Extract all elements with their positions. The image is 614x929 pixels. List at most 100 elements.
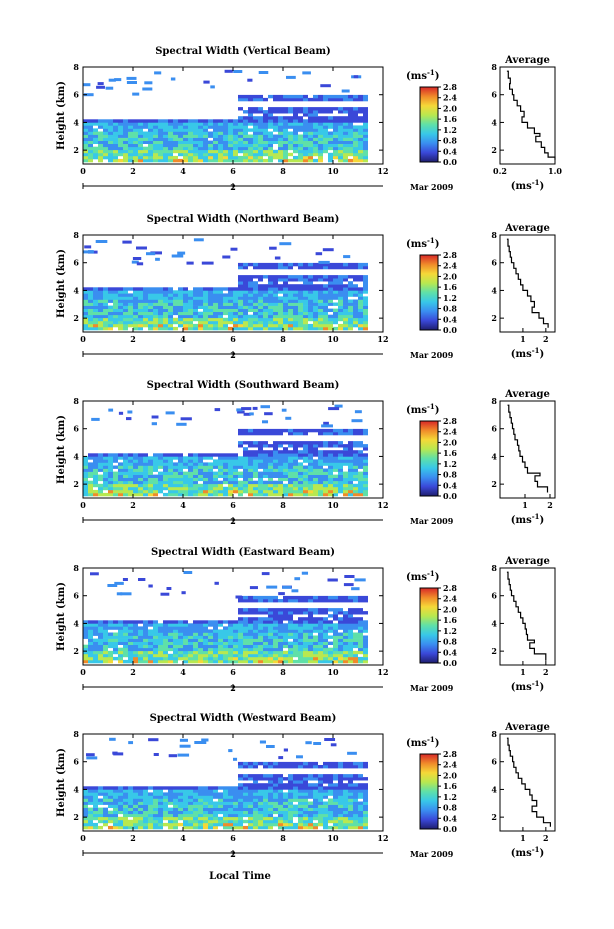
heatmap-cell [148,122,153,126]
heatmap-cell [233,155,238,160]
heatmap-cell [83,819,88,824]
heatmap-cell [177,753,190,757]
heatmap-cell [358,611,363,615]
heatmap-cell [273,110,278,114]
heatmap-cell [278,450,283,454]
heatmap-cell [283,158,288,163]
heatmap-cell [113,623,118,627]
x-tick-label: 8 [280,500,286,510]
heatmap-cell [88,801,93,805]
heatmap-cell [88,810,93,815]
heatmap-cell [353,450,358,454]
heatmap-cell [293,626,298,630]
heatmap-cell [328,143,333,148]
heatmap-cell [178,305,183,309]
heatmap-cell [318,143,323,148]
heatmap-cell [268,94,273,99]
heatmap-cell [318,644,323,649]
heatmap-cell [243,468,248,472]
heatmap-cell [143,629,148,633]
heatmap-cell [173,810,178,815]
heatmap-cell [153,822,158,827]
heatmap-cell [178,128,183,132]
heatmap-cell [353,143,358,148]
heatmap-cell [308,308,313,312]
heatmap-cell [358,595,363,600]
heatmap-cell [308,450,313,454]
heatmap-cell [178,816,183,821]
heatmap-cell [123,302,128,306]
heatmap-cell [313,137,318,141]
heatmap-cell [258,317,263,322]
heatmap-cell [358,471,363,475]
heatmap-cell [158,480,163,485]
heatmap-cell [313,152,318,157]
heatmap-cell [233,810,238,815]
heatmap-cell [343,125,348,129]
heatmap-cell [268,323,273,328]
heatmap-cell [153,137,158,141]
heatmap-cell [123,659,128,664]
heatmap-cell [183,626,188,630]
heatmap-cell [248,647,253,652]
heatmap-cell [258,804,263,808]
heatmap-cell [258,653,263,658]
heatmap-cell [288,611,293,615]
heatmap-cell [183,134,188,138]
heatmap-cell [208,146,213,151]
heatmap-cell [358,480,363,485]
heatmap-cell [318,480,323,485]
heatmap-cell [333,431,338,436]
heatmap-cell [143,140,148,144]
heatmap-cell [193,638,198,642]
heatmap-cell [238,789,243,793]
heatmap-cell [223,326,228,331]
heatmap-cell [333,792,338,796]
heatmap-cell [83,134,88,138]
heatmap-cell [286,75,296,79]
heatmap-cell [318,308,323,312]
heatmap-cell [353,635,358,639]
heatmap-cell [318,431,323,436]
heatmap-cell [193,308,198,312]
heatmap-cell [273,617,278,621]
heatmap-cell [158,644,163,649]
heatmap-cell [330,743,337,747]
heatmap-cell [293,786,298,790]
heatmap-cell [268,608,273,612]
heatmap-cell [248,128,253,132]
heatmap-cell [323,761,328,766]
heatmap-cell [142,87,153,91]
heatmap-cell [273,780,278,784]
heatmap-cell [153,152,158,157]
heatmap-cell [363,119,368,123]
heatmap-cell [243,644,248,649]
heatmap-cell [248,810,253,815]
heatmap-cell [97,82,104,86]
heatmap-cell [153,792,158,796]
heatmap-cell [348,647,353,652]
heatmap-cell [258,489,263,494]
heatmap-cell [268,146,273,151]
heatmap-cell [173,629,178,633]
heatmap-cell [108,134,113,138]
heatmap-cell [333,262,338,267]
heatmap-cell [213,789,218,793]
heatmap-cell [98,810,103,815]
heatmap-cell [353,608,358,612]
heatmap-cell [258,777,263,781]
heatmap-cell [163,492,168,497]
heatmap-cell [163,293,168,297]
heatmap-cell [303,795,308,799]
x-tick-label: 0 [80,833,86,843]
heatmap-cell [128,308,133,312]
heatmap-cell [153,650,158,655]
heatmap-cell [98,650,103,655]
heatmap-cell [293,599,298,603]
heatmap-cell [343,149,348,154]
heatmap-cell [193,146,198,151]
heatmap-cell [218,462,223,466]
heatmap-cell [263,644,268,649]
heatmap-cell [233,128,238,132]
heatmap-cell [268,804,273,808]
